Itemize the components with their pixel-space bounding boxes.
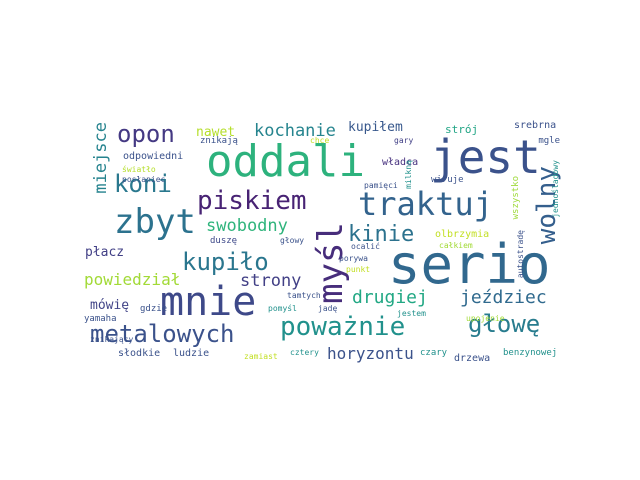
word-swobodny: swobodny [206,216,288,236]
word-yamaha: yamaha [84,314,117,324]
word-olbrzymia: olbrzymia [435,229,490,240]
word-plácz: płacz [85,245,125,260]
word-mowie: mówię [90,298,130,313]
word-strony: strony [240,271,302,291]
word-mgle: mgle [538,136,560,146]
word-metalowych: metalowych [90,320,235,348]
word-znikajacy: znikający [90,335,134,344]
word-odpowiedni: odpowiedni [123,151,184,162]
word-jestem: jestem [397,309,426,318]
word-gary: gary [394,136,414,145]
word-opon: opon [117,120,175,148]
word-kochanie: kochanie [254,121,336,141]
word-jezdziec: jeździec [460,287,547,308]
word-milkna: milkną [404,160,413,189]
word-jade: jadę [318,304,338,313]
word-gdzie: gdzie [140,304,168,314]
word-mnie: mnie [160,279,257,325]
word-koni: koni [114,170,172,198]
word-nawet: nawet [196,125,236,140]
word-znikaja: znikają [200,136,238,146]
word-traktuj: traktuj [358,185,493,223]
word-benzynowej: benzynowej [503,348,558,358]
word-srebrna: srebrna [514,120,557,131]
word-porywa: porywa [339,254,368,263]
word-zbyt: zbyt [114,202,196,242]
word-piskiem: piskiem [197,186,307,216]
word-kinie: kinie [348,222,415,247]
word-serio: serio [388,233,551,296]
word-poslaniec: posłaniec [122,175,166,184]
word-calkiem: całkiem [439,241,473,250]
word-punkt: punkt [346,265,371,274]
word-powiedzial: powiedział [84,270,181,289]
word-ludzie: ludzie [173,348,210,359]
word-cztery: cztery [290,348,319,357]
word-pomysl: pomyśl [268,304,297,313]
word-horyzontu: horyzontu [327,344,414,363]
word-miejsce: miejsce [91,122,111,194]
word-oddali: oddali [206,136,365,187]
word-wszystko: wszystko [511,176,521,220]
word-glowy: głowy [280,236,305,245]
word-dusze: duszę [210,236,238,246]
word-ocalic: ocalić [351,242,380,251]
word-powaznie: poważnie [280,312,406,342]
word-jest: jest [430,130,541,184]
word-drugiej: drugiej [352,287,428,308]
word-glowe: głowę [468,310,541,338]
word-stroj: strój [445,123,479,136]
word-upojenie: upojenie [466,314,505,323]
word-wiruje: wiruje [431,175,464,185]
word-kupilo: kupiło [182,248,269,276]
word-kupilem: kupiłem [348,120,403,135]
word-wladca: władca [382,157,419,168]
word-chce: chce [310,136,330,145]
word-tamtych: tamtych [287,291,321,300]
word-jednosladowy: jednośladowy [551,160,560,218]
word-pamieci: pamięci [364,181,398,190]
word-slodkie: słodkie [118,348,161,359]
word-swiatlo: światło [122,165,156,174]
word-cloud: serio jest oddali mnie traktuj myśl zbyt poważn… [80,112,562,368]
word-autostrade: autostradę [516,230,525,279]
word-czary: czary [420,348,448,358]
word-zamiast: zamiast [244,352,278,361]
word-drzewa: drzewa [454,353,491,364]
